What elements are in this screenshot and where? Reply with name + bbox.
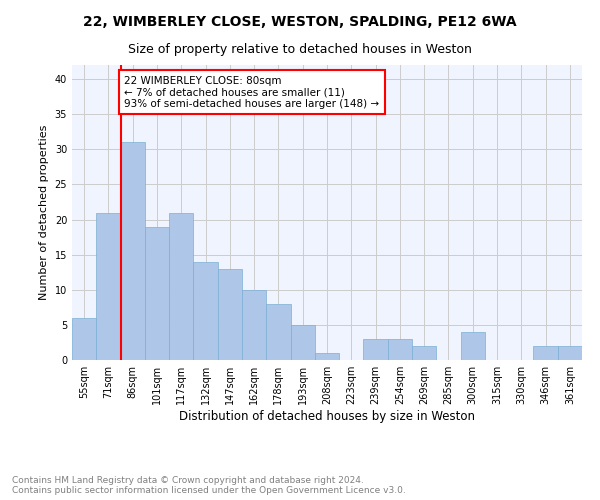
Bar (72, 318, 96, 360)
Bar (266, 304, 290, 360)
Text: Contains HM Land Registry data © Crown copyright and database right 2024.
Contai: Contains HM Land Registry data © Crown c… (12, 476, 406, 495)
Bar (218, 268, 242, 360)
Text: 22, WIMBERLEY CLOSE, WESTON, SPALDING, PE12 6WA: 22, WIMBERLEY CLOSE, WESTON, SPALDING, P… (83, 15, 517, 29)
Y-axis label: Number of detached properties: Number of detached properties (39, 125, 49, 300)
Bar (461, 332, 485, 360)
Bar (388, 339, 412, 360)
Bar (145, 226, 169, 360)
Bar (364, 339, 388, 360)
Bar (242, 290, 266, 360)
Bar (96, 212, 121, 360)
Bar (290, 325, 315, 360)
Text: Size of property relative to detached houses in Weston: Size of property relative to detached ho… (128, 42, 472, 56)
Bar (533, 346, 558, 360)
Bar (412, 346, 436, 360)
Bar (121, 142, 145, 360)
Text: 22 WIMBERLEY CLOSE: 80sqm
← 7% of detached houses are smaller (11)
93% of semi-d: 22 WIMBERLEY CLOSE: 80sqm ← 7% of detach… (124, 76, 379, 108)
Bar (558, 346, 582, 360)
Bar (315, 353, 339, 360)
Bar (193, 262, 218, 360)
X-axis label: Distribution of detached houses by size in Weston: Distribution of detached houses by size … (179, 410, 475, 423)
Bar (169, 212, 193, 360)
